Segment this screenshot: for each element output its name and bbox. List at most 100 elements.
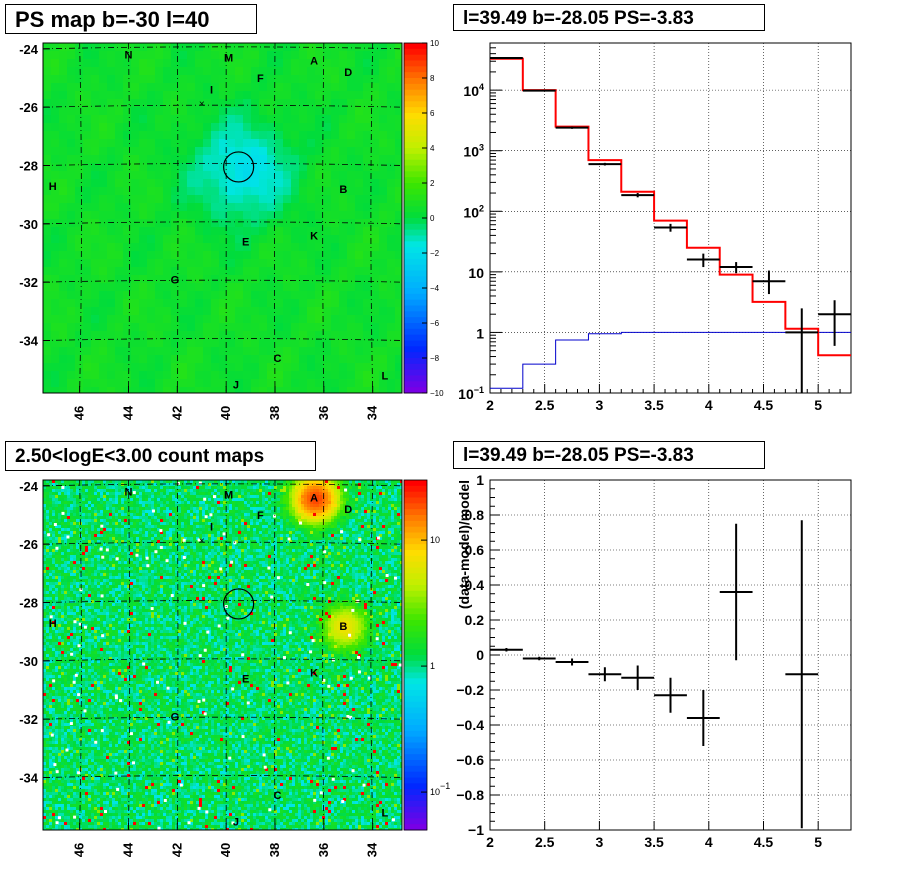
heatmap-cell <box>91 489 95 493</box>
heatmap-cell <box>301 486 305 490</box>
heatmap-cell <box>217 537 221 541</box>
heatmap-cell <box>220 543 224 547</box>
heatmap-cell <box>73 519 77 523</box>
heatmap-cell <box>187 99 196 108</box>
heatmap-cell <box>244 546 248 550</box>
heatmap-cell <box>323 355 332 364</box>
heatmap-cell <box>83 211 92 220</box>
heatmap-cell <box>211 540 215 544</box>
heatmap-cell <box>219 211 228 220</box>
heatmap-cell <box>107 131 116 140</box>
colorbar-cell <box>404 60 427 67</box>
heatmap-cell <box>274 519 278 523</box>
heatmap-cell <box>256 507 260 511</box>
heatmap-cell <box>363 107 372 116</box>
heatmap-cell <box>387 147 396 156</box>
heatmap-cell <box>247 510 251 514</box>
heatmap-cell <box>355 51 364 60</box>
heatmap-cell <box>367 483 371 487</box>
heatmap-cell <box>267 387 276 394</box>
heatmap-cell <box>238 492 242 496</box>
heatmap-cell <box>388 519 392 523</box>
heatmap-cell <box>211 498 215 502</box>
heatmap-cell <box>250 510 254 514</box>
heatmap-cell <box>371 267 380 276</box>
heatmap-cell <box>259 492 263 496</box>
heatmap-cell <box>49 498 53 502</box>
heatmap-cell <box>268 513 272 517</box>
heatmap-cell <box>145 483 149 487</box>
heatmap-cell <box>154 534 158 538</box>
heatmap-cell <box>211 283 220 292</box>
heatmap-cell <box>133 528 137 532</box>
heatmap-cell <box>169 489 173 493</box>
heatmap-cell <box>195 259 204 268</box>
heatmap-cell <box>243 91 252 100</box>
colorbar-cell <box>404 212 427 219</box>
heatmap-cell <box>64 495 68 499</box>
heatmap-cell <box>211 275 220 284</box>
heatmap-cell <box>349 498 353 502</box>
heatmap-cell <box>59 91 68 100</box>
heatmap-cell <box>115 546 119 550</box>
heatmap-cell <box>387 227 396 236</box>
heatmap-cell <box>299 83 308 92</box>
heatmap-cell <box>103 486 107 490</box>
heatmap-cell <box>171 331 180 340</box>
heatmap-cell <box>76 537 80 541</box>
heatmap-cell <box>103 531 107 535</box>
heatmap-cell <box>187 347 196 356</box>
heatmap-cell <box>238 543 242 547</box>
colorbar-tick-label: 2 <box>430 179 435 188</box>
heatmap-cell <box>136 534 140 538</box>
heatmap-cell <box>59 275 68 284</box>
heatmap-cell <box>307 59 316 68</box>
heatmap-cell <box>219 371 228 380</box>
heatmap-cell <box>379 498 383 502</box>
heatmap-cell <box>382 513 386 517</box>
heatmap-cell <box>115 243 124 252</box>
heatmap-cell <box>371 251 380 260</box>
heatmap-cell <box>76 528 80 532</box>
heatmap-cell <box>199 531 203 535</box>
heatmap-cell <box>202 483 206 487</box>
heatmap-cell <box>75 171 84 180</box>
heatmap-cell <box>280 546 284 550</box>
heatmap-cell <box>115 534 119 538</box>
heatmap-cell <box>315 323 324 332</box>
x-tick-label: 34 <box>365 405 380 420</box>
heatmap-cell <box>43 283 52 292</box>
heatmap-cell <box>376 498 380 502</box>
heatmap-cell <box>289 507 293 511</box>
heatmap-cell <box>259 107 268 116</box>
heatmap-cell <box>115 498 119 502</box>
heatmap-cell <box>133 507 137 511</box>
heatmap-cell <box>262 531 266 535</box>
heatmap-cell <box>220 501 224 505</box>
heatmap-cell <box>61 534 65 538</box>
heatmap-cell <box>203 123 212 132</box>
heatmap-cell <box>142 492 146 496</box>
heatmap-cell <box>291 75 300 84</box>
heatmap-cell <box>283 291 292 300</box>
heatmap-cell <box>283 211 292 220</box>
heatmap-cell <box>100 531 104 535</box>
heatmap-cell <box>244 495 248 499</box>
heatmap-cell <box>307 522 311 526</box>
heatmap-cell <box>100 522 104 526</box>
heatmap-cell <box>157 546 161 550</box>
heatmap-cell <box>347 147 356 156</box>
heatmap-cell <box>220 540 224 544</box>
heatmap-cell <box>59 387 68 394</box>
heatmap-cell <box>196 534 200 538</box>
heatmap-cell <box>51 155 60 164</box>
heatmap-cell <box>323 67 332 76</box>
heatmap-cell <box>181 537 185 541</box>
heatmap-cell <box>196 483 200 487</box>
heatmap-cell <box>251 67 260 76</box>
heatmap-cell <box>223 543 227 547</box>
heatmap-cell <box>121 480 125 484</box>
heatmap-cell <box>205 498 209 502</box>
heatmap-cell <box>385 537 389 541</box>
heatmap-cell <box>88 519 92 523</box>
